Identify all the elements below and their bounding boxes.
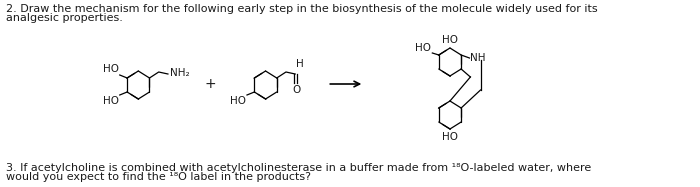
Text: HO: HO xyxy=(103,64,119,74)
Text: HO: HO xyxy=(415,43,431,53)
Text: H: H xyxy=(296,59,304,69)
Text: would you expect to find the ¹⁸O label in the products?: would you expect to find the ¹⁸O label i… xyxy=(6,172,312,182)
Text: 3. If acetylcholine is combined with acetylcholinesterase in a buffer made from : 3. If acetylcholine is combined with ace… xyxy=(6,163,591,173)
Text: HO: HO xyxy=(442,132,458,142)
Text: NH: NH xyxy=(470,53,486,63)
Text: HO: HO xyxy=(103,96,119,106)
Text: 2. Draw the mechanism for the following early step in the biosynthesis of the mo: 2. Draw the mechanism for the following … xyxy=(6,4,598,14)
Text: +: + xyxy=(204,77,216,91)
Text: HO: HO xyxy=(230,96,246,106)
Text: HO: HO xyxy=(442,35,458,45)
Text: NH₂: NH₂ xyxy=(170,68,190,78)
Text: analgesic properties.: analgesic properties. xyxy=(6,13,123,23)
Text: O: O xyxy=(293,85,301,95)
